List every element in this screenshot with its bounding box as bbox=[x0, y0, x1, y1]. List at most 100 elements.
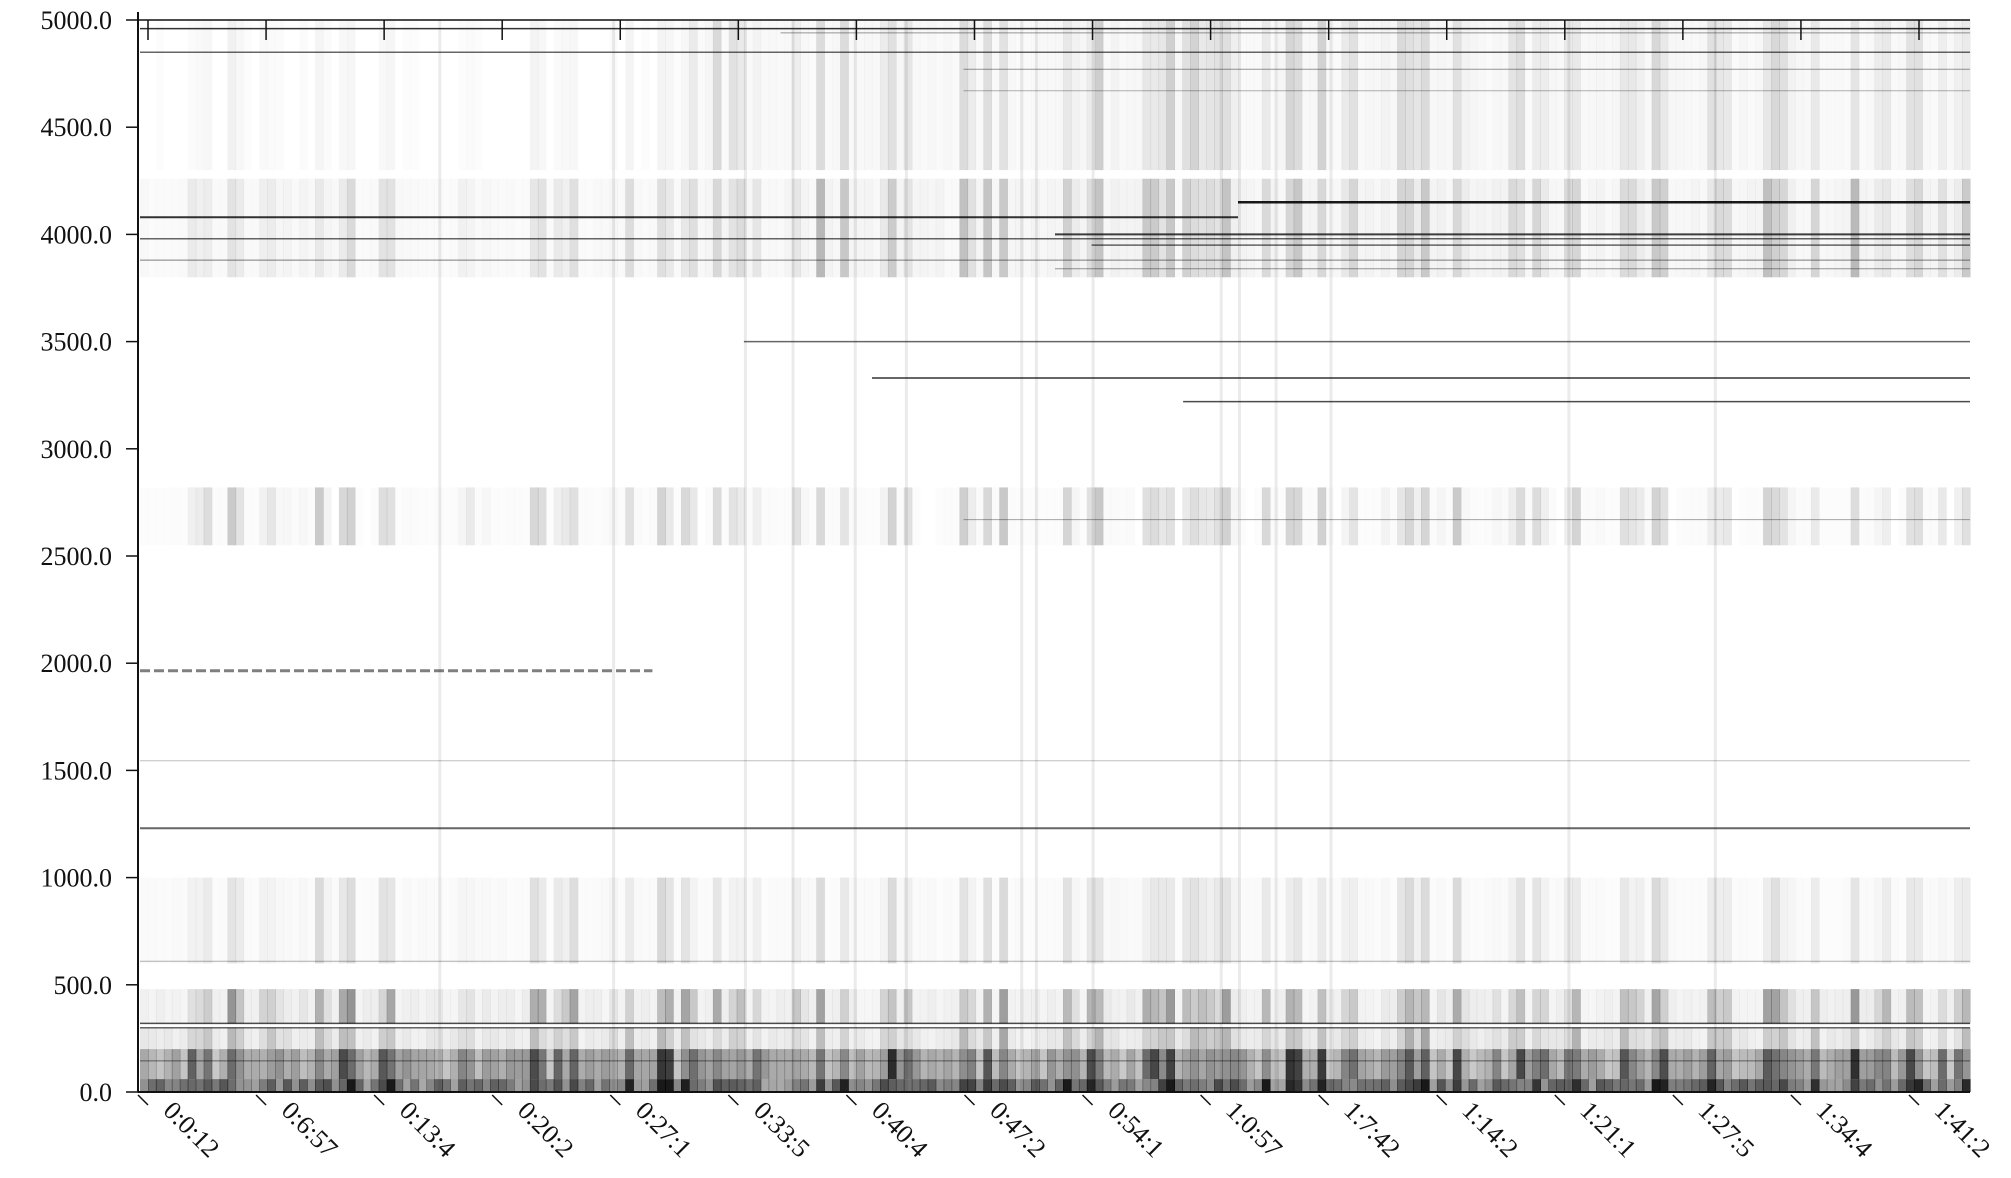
spectrogram-cell bbox=[1349, 1027, 1358, 1050]
spectrogram-cell bbox=[1580, 878, 1589, 964]
spectrogram-cell bbox=[521, 1079, 531, 1092]
spectrogram-cell bbox=[832, 878, 841, 964]
spectrogram-cell bbox=[1906, 1027, 1915, 1050]
spectrogram-cell bbox=[768, 1079, 778, 1092]
spectrogram-cell bbox=[1500, 1049, 1510, 1080]
spectrogram-cell bbox=[1707, 989, 1716, 1024]
spectrogram-cell bbox=[1174, 1079, 1183, 1092]
spectrogram-cell bbox=[379, 20, 388, 170]
spectrogram-cell bbox=[1253, 989, 1263, 1024]
spectrogram-cell bbox=[641, 989, 650, 1024]
spectrogram-cell bbox=[1102, 1049, 1112, 1080]
spectrogram-cell bbox=[172, 179, 181, 278]
spectrogram-cell bbox=[490, 1079, 499, 1092]
spectrogram-cell bbox=[1476, 1049, 1486, 1080]
spectrogram-cell bbox=[307, 1049, 316, 1080]
spectrogram-cell bbox=[1039, 179, 1048, 278]
spectrogram-cell bbox=[999, 877, 1008, 964]
spectrogram-cell bbox=[1086, 877, 1096, 964]
spectrogram-cell bbox=[681, 487, 690, 546]
spectrogram-cell bbox=[1293, 1027, 1303, 1050]
spectrogram-cell bbox=[442, 1049, 451, 1080]
spectrogram-cell bbox=[259, 20, 268, 170]
spectrogram-cell bbox=[991, 179, 1000, 278]
spectrogram-cell bbox=[315, 877, 324, 964]
spectrogram-cell bbox=[1954, 1027, 1963, 1050]
spectrogram-cell bbox=[323, 487, 332, 546]
spectrogram-cell bbox=[1190, 1027, 1199, 1050]
spectrogram-cell bbox=[291, 1049, 300, 1080]
spectrogram-cell bbox=[1198, 1049, 1207, 1080]
spectrogram-cell bbox=[227, 20, 237, 171]
spectrogram-cell bbox=[1874, 178, 1884, 278]
spectrogram-cell bbox=[840, 1027, 849, 1050]
spectrogram-cell bbox=[760, 1027, 770, 1050]
spectrogram-cell bbox=[681, 1049, 690, 1080]
spectrogram-cell bbox=[689, 1049, 698, 1080]
spectrogram-cell bbox=[1859, 20, 1868, 170]
spectrogram-cell bbox=[728, 1027, 738, 1050]
spectrogram-cell bbox=[395, 487, 404, 545]
spectrogram-cell bbox=[1826, 1027, 1836, 1050]
spectrogram-cell bbox=[474, 20, 483, 170]
spectrogram-cell bbox=[1556, 989, 1565, 1024]
spectrogram-cell bbox=[983, 1049, 992, 1080]
spectrogram-cell bbox=[1946, 1027, 1955, 1050]
spectrogram-cell bbox=[895, 1049, 905, 1080]
spectrogram-cell bbox=[911, 989, 921, 1024]
spectrogram-cell bbox=[1357, 878, 1366, 964]
spectrogram-cell bbox=[1198, 989, 1207, 1024]
spectrogram-cell bbox=[458, 178, 467, 278]
spectrogram-cell bbox=[1325, 989, 1335, 1024]
spectrogram-cell bbox=[1484, 1079, 1494, 1092]
spectrogram-cell bbox=[1827, 487, 1836, 545]
spectrogram-cell bbox=[1190, 1049, 1199, 1080]
x-tick-mark bbox=[137, 1094, 149, 1106]
spectrogram-cell bbox=[1922, 20, 1931, 170]
spectrogram-cell bbox=[1906, 178, 1915, 278]
spectrogram-cell bbox=[1914, 877, 1923, 964]
spectrogram-cell bbox=[1373, 989, 1382, 1023]
spectrogram-cell bbox=[1588, 20, 1597, 170]
spectrogram-cell bbox=[1572, 1049, 1581, 1080]
spectrogram-cell bbox=[633, 487, 642, 545]
spectrogram-cell bbox=[1627, 877, 1637, 964]
spectrogram-cell bbox=[712, 487, 722, 546]
spectrogram-cell bbox=[1429, 1049, 1438, 1080]
spectrogram-cell bbox=[1484, 989, 1494, 1024]
spectrogram-cell bbox=[1810, 877, 1820, 964]
spectrogram-cell bbox=[1055, 1049, 1064, 1080]
spectrogram-cell bbox=[442, 179, 451, 278]
spectrogram-cell bbox=[1476, 989, 1486, 1024]
spectrogram-cell bbox=[1700, 179, 1709, 278]
spectrogram-cell bbox=[1596, 178, 1605, 278]
spectrogram-cell bbox=[450, 487, 459, 545]
spectrogram-cell bbox=[689, 1027, 698, 1050]
spectrogram-cell bbox=[1627, 1049, 1637, 1080]
spectrogram-cell bbox=[832, 1079, 841, 1092]
spectrogram-cell bbox=[1357, 989, 1366, 1024]
spectrogram-cell bbox=[498, 179, 507, 278]
spectrogram-cell bbox=[1882, 178, 1892, 278]
spectrogram-cell bbox=[283, 878, 292, 964]
spectrogram-cell bbox=[1500, 1027, 1510, 1050]
spectrogram-cell bbox=[649, 179, 658, 278]
spectrogram-cell bbox=[1516, 1049, 1526, 1080]
spectrogram-cell bbox=[283, 1027, 292, 1050]
spectrogram-cell bbox=[1898, 1079, 1907, 1092]
spectrogram-cell bbox=[895, 178, 905, 278]
spectrogram-cell bbox=[919, 1079, 929, 1092]
spectrogram-cell bbox=[378, 989, 388, 1024]
spectrogram-cell bbox=[800, 989, 809, 1024]
spectrogram-cell bbox=[1285, 1027, 1295, 1050]
spectrogram-cell bbox=[1079, 487, 1088, 545]
spectrogram-cell bbox=[975, 878, 984, 964]
spectrogram-cell bbox=[1819, 487, 1828, 545]
spectrogram-cell bbox=[728, 1049, 738, 1080]
x-tick-mark bbox=[1672, 1094, 1684, 1106]
spectrogram-cell bbox=[1867, 487, 1876, 545]
spectrogram-cell bbox=[792, 989, 801, 1024]
spectrogram-cell bbox=[411, 179, 420, 278]
spectrogram-cell bbox=[299, 1049, 308, 1080]
spectrogram-cell bbox=[1341, 877, 1350, 964]
